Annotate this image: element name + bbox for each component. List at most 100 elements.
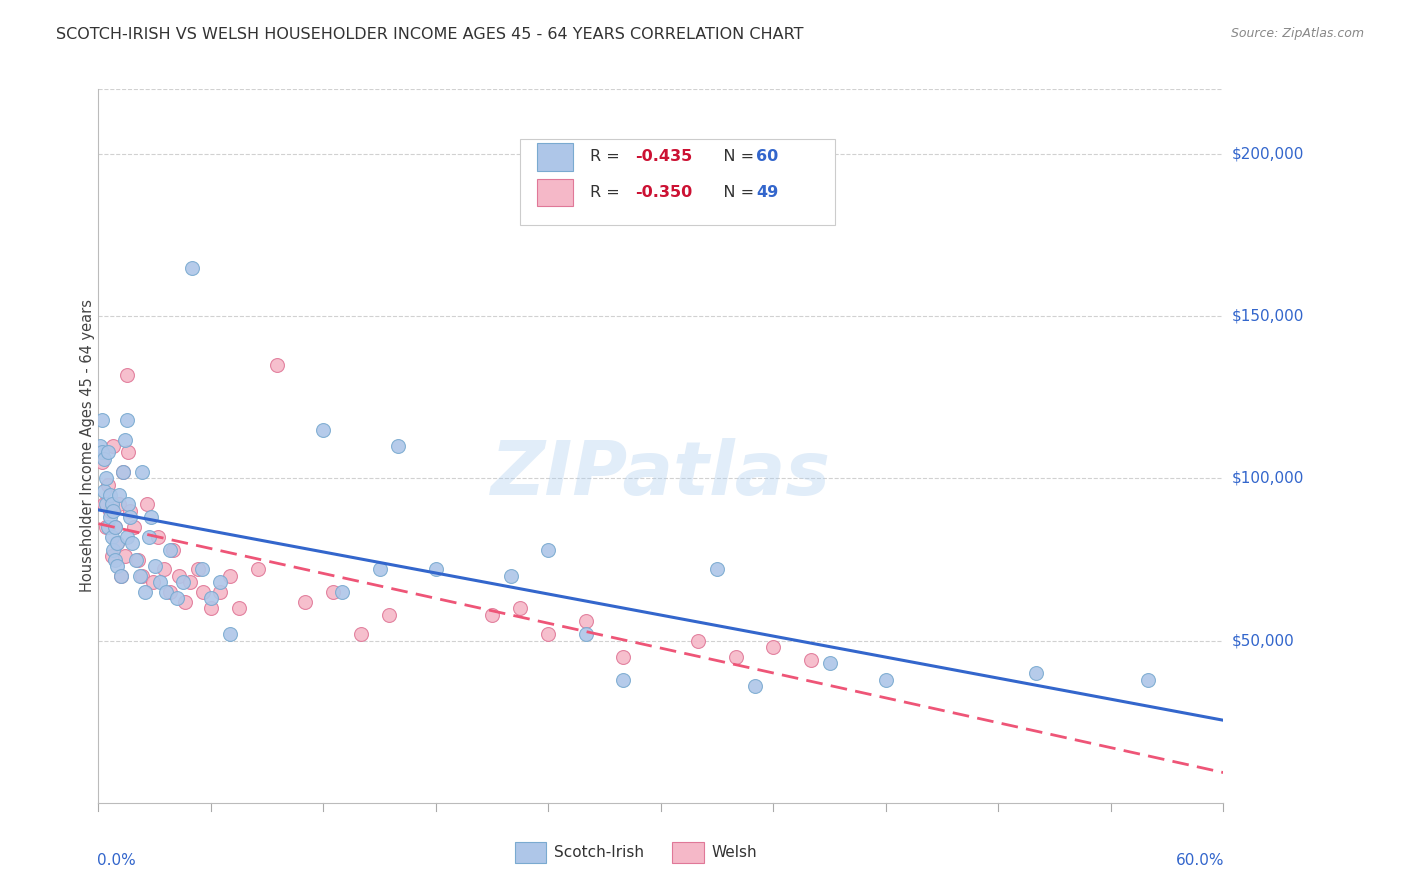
Point (159, 542, 181, 557)
Point (1137, 673, 1160, 687)
Point (134, 585, 156, 599)
Point (266, 358, 288, 372)
Bar (537, 144, 574, 170)
Point (800, 653, 823, 667)
Point (114, 549, 136, 564)
Bar (537, 179, 574, 206)
Point (97, 520, 120, 534)
Point (139, 510, 162, 524)
Point (111, 465, 134, 479)
Point (89, 439, 111, 453)
Text: N =: N = (709, 186, 759, 200)
Point (127, 552, 149, 566)
Point (97, 445, 120, 459)
Point (115, 413, 138, 427)
Point (105, 536, 128, 550)
Point (91, 413, 114, 427)
Point (105, 536, 128, 550)
Point (179, 575, 201, 590)
Point (148, 530, 170, 544)
Point (94, 520, 117, 534)
Point (481, 607, 503, 622)
Point (125, 552, 148, 566)
Point (193, 585, 215, 599)
Point (706, 562, 728, 576)
Point (98, 510, 121, 524)
Point (100, 549, 122, 564)
Point (181, 260, 204, 275)
Point (121, 536, 143, 550)
Point (744, 679, 766, 693)
Point (724, 649, 747, 664)
Point (330, 585, 353, 599)
Text: 49: 49 (756, 186, 779, 200)
Point (818, 657, 841, 671)
Point (228, 601, 250, 615)
Bar (672, 842, 703, 863)
Text: -0.435: -0.435 (636, 150, 692, 164)
Point (153, 562, 176, 576)
Point (104, 520, 127, 534)
Point (509, 601, 531, 615)
Point (108, 497, 131, 511)
Point (100, 497, 122, 511)
Point (537, 627, 560, 641)
Point (111, 465, 134, 479)
Text: -0.350: -0.350 (636, 186, 692, 200)
Text: SCOTCH-IRISH VS WELSH HOUSEHOLDER INCOME AGES 45 - 64 YEARS CORRELATION CHART: SCOTCH-IRISH VS WELSH HOUSEHOLDER INCOME… (56, 27, 804, 42)
Point (200, 591, 222, 606)
Point (172, 575, 194, 590)
Point (762, 640, 785, 654)
Point (93, 497, 115, 511)
Point (173, 595, 195, 609)
Point (246, 562, 269, 576)
Point (91, 445, 114, 459)
Point (93, 452, 115, 467)
Point (688, 633, 710, 648)
Point (120, 510, 142, 524)
Point (368, 562, 391, 576)
Point (105, 559, 128, 574)
Point (115, 368, 138, 382)
Point (136, 497, 159, 511)
Text: $100,000: $100,000 (1232, 471, 1303, 486)
Point (122, 520, 145, 534)
Point (100, 530, 122, 544)
Point (166, 591, 188, 606)
Point (104, 552, 127, 566)
Point (875, 673, 897, 687)
Point (104, 520, 127, 534)
Text: Welsh: Welsh (711, 846, 756, 860)
Text: 60: 60 (756, 150, 779, 164)
Point (209, 585, 232, 599)
Text: $150,000: $150,000 (1232, 309, 1303, 324)
Text: R =: R = (591, 186, 624, 200)
Point (312, 423, 335, 437)
Point (128, 568, 150, 582)
Text: $50,000: $50,000 (1232, 633, 1295, 648)
Point (103, 542, 125, 557)
Point (143, 559, 166, 574)
Text: 60.0%: 60.0% (1175, 853, 1225, 868)
Point (218, 568, 240, 582)
Point (294, 595, 316, 609)
Point (612, 649, 634, 664)
Point (218, 627, 240, 641)
Point (103, 504, 125, 518)
Point (91, 455, 114, 469)
Point (162, 542, 184, 557)
Point (1025, 666, 1047, 681)
Point (108, 488, 131, 502)
Point (98, 504, 121, 518)
Point (537, 542, 560, 557)
Text: R =: R = (591, 150, 624, 164)
Point (425, 562, 447, 576)
Point (387, 439, 409, 453)
Point (117, 445, 139, 459)
Point (117, 497, 139, 511)
Text: ZIPatlas: ZIPatlas (491, 438, 831, 511)
Point (209, 575, 232, 590)
Point (159, 585, 181, 599)
Point (131, 465, 153, 479)
Point (499, 568, 522, 582)
